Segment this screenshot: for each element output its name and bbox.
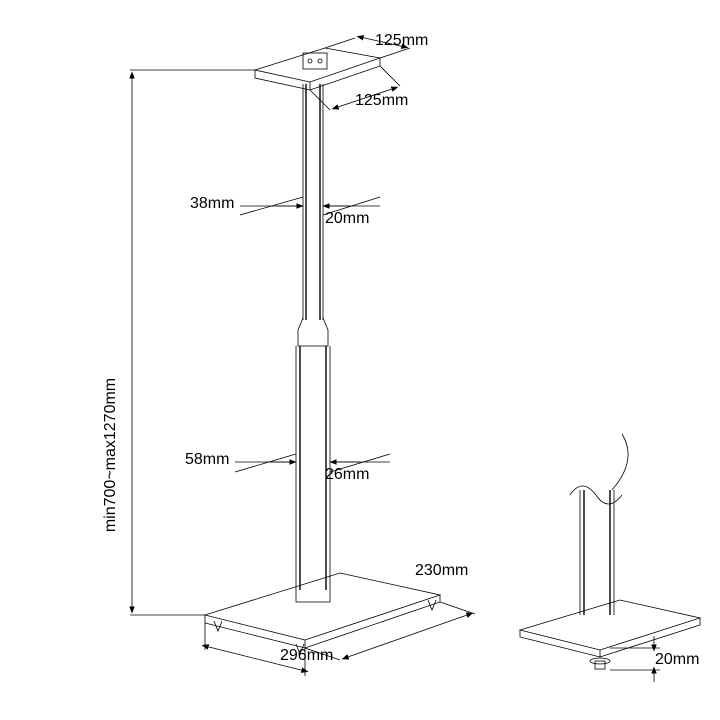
label-top-plate-width: 125mm <box>355 92 408 109</box>
label-foot-clearance: 20mm <box>655 651 699 668</box>
label-height-range: min700~max1270mm <box>102 378 119 532</box>
label-top-plate-depth: 125mm <box>375 32 428 49</box>
label-lower-tube-inner: 26mm <box>325 466 369 483</box>
detail-base-foot <box>520 434 700 669</box>
top-plate <box>255 48 380 90</box>
base-feet <box>214 600 436 654</box>
upper-tube <box>303 84 323 320</box>
label-upper-tube-outer: 38mm <box>190 195 234 212</box>
label-lower-tube-outer: 58mm <box>185 451 229 468</box>
tube-joint <box>298 318 328 346</box>
label-base-width: 296mm <box>280 647 333 664</box>
label-base-depth: 230mm <box>415 562 468 579</box>
label-upper-tube-inner: 20mm <box>325 210 369 227</box>
dim-height <box>130 70 255 615</box>
dim-foot-clearance <box>610 636 660 682</box>
dimension-drawing: 125mm 125mm 38mm 20mm 58mm 26mm 230mm 29… <box>0 0 720 720</box>
